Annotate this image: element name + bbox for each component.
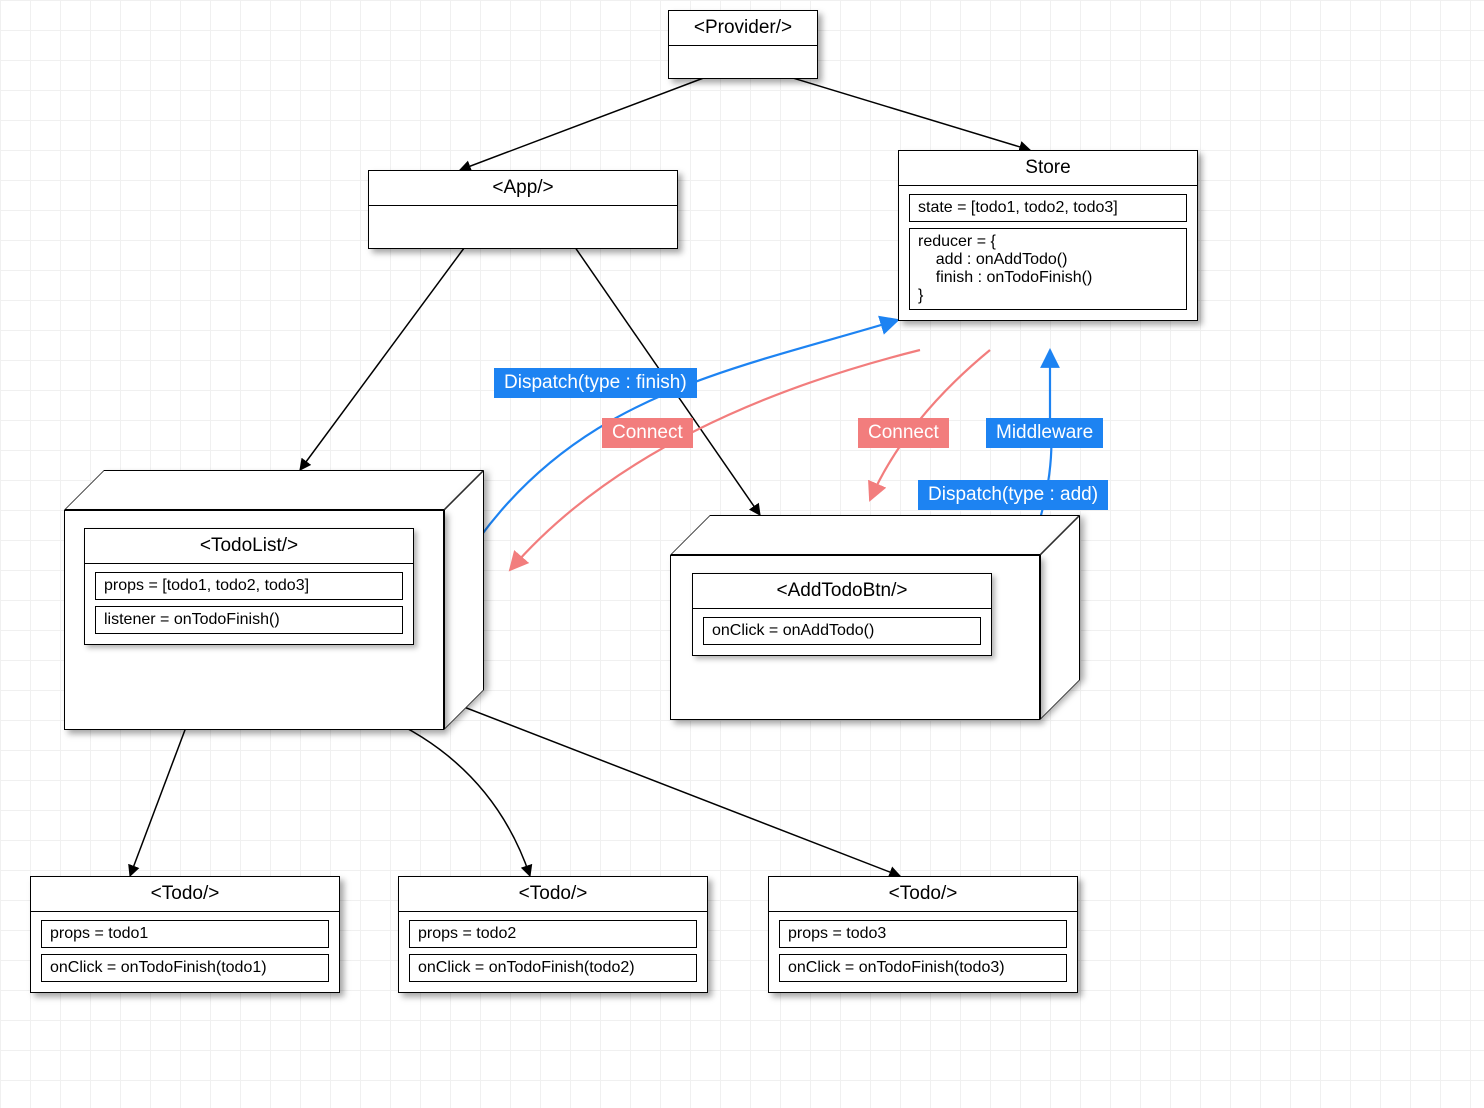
store-row-reducer: reducer = { add : onAddTodo() finish : o… <box>909 228 1187 310</box>
node-todo-2-title: <Todo/> <box>399 877 707 912</box>
node-app-title: <App/> <box>369 171 677 206</box>
node-todolist-title: <TodoList/> <box>85 529 413 564</box>
node-app: <App/> <box>368 170 678 249</box>
label-middleware: Middleware <box>986 418 1103 448</box>
todolist-row-props: props = [todo1, todo2, todo3] <box>95 572 403 600</box>
label-connect-right: Connect <box>858 418 949 448</box>
todo3-row-props: props = todo3 <box>779 920 1067 948</box>
todo2-row-onclick: onClick = onTodoFinish(todo2) <box>409 954 697 982</box>
label-dispatch-finish: Dispatch(type : finish) <box>494 368 697 398</box>
node-store: Store state = [todo1, todo2, todo3] redu… <box>898 150 1198 321</box>
node-store-title: Store <box>899 151 1197 186</box>
node-addtodobtn-container: <AddTodoBtn/> onClick = onAddTodo() <box>670 515 1080 720</box>
node-todo-3: <Todo/> props = todo3 onClick = onTodoFi… <box>768 876 1078 993</box>
edge-provider-app <box>460 68 730 170</box>
node-todo-3-title: <Todo/> <box>769 877 1077 912</box>
node-addtodobtn-title: <AddTodoBtn/> <box>693 574 991 609</box>
node-todo-2: <Todo/> props = todo2 onClick = onTodoFi… <box>398 876 708 993</box>
addtodobtn-row-onclick: onClick = onAddTodo() <box>703 617 981 645</box>
todo2-row-props: props = todo2 <box>409 920 697 948</box>
todo1-row-props: props = todo1 <box>41 920 329 948</box>
node-provider-title: <Provider/> <box>669 11 817 46</box>
diagram-canvas: <Provider/> <App/> Store state = [todo1,… <box>0 0 1484 1108</box>
node-provider: <Provider/> <box>668 10 818 79</box>
todolist-row-listener: listener = onTodoFinish() <box>95 606 403 634</box>
node-todolist: <TodoList/> props = [todo1, todo2, todo3… <box>84 528 414 645</box>
node-addtodobtn: <AddTodoBtn/> onClick = onAddTodo() <box>692 573 992 656</box>
node-todo-1: <Todo/> props = todo1 onClick = onTodoFi… <box>30 876 340 993</box>
edge-provider-store <box>760 68 1030 150</box>
todo3-row-onclick: onClick = onTodoFinish(todo3) <box>779 954 1067 982</box>
node-todo-1-title: <Todo/> <box>31 877 339 912</box>
node-todolist-container: <TodoList/> props = [todo1, todo2, todo3… <box>64 470 484 730</box>
label-connect-left: Connect <box>602 418 693 448</box>
todo1-row-onclick: onClick = onTodoFinish(todo1) <box>41 954 329 982</box>
edge-app-todolist <box>300 240 470 470</box>
label-dispatch-add: Dispatch(type : add) <box>918 480 1108 510</box>
store-row-state: state = [todo1, todo2, todo3] <box>909 194 1187 222</box>
